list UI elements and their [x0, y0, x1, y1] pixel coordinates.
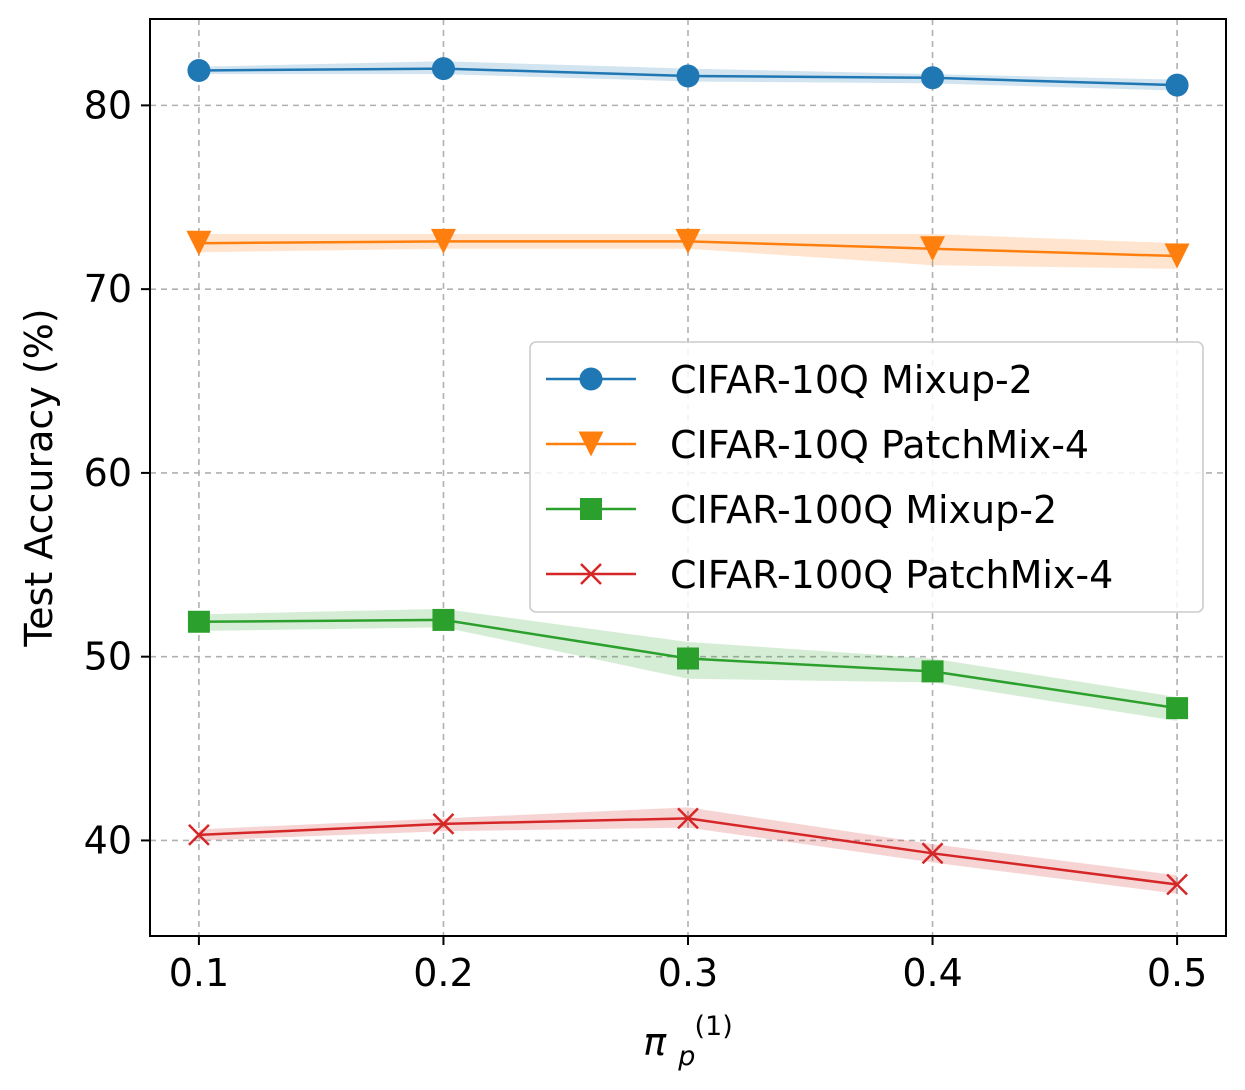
- x-tick-label: 0.2: [413, 951, 473, 995]
- data-point-series-1: [1165, 73, 1189, 97]
- y-axis-label: Test Accuracy (%): [17, 308, 61, 647]
- data-point-series-2: [186, 230, 212, 256]
- x-axis-label-symbol: π: [643, 1020, 667, 1064]
- data-point-series-3: [187, 610, 210, 633]
- data-point-series-4: [432, 813, 455, 835]
- grid-layer: [150, 19, 1226, 936]
- x-axis-label-subscript: p: [677, 1041, 695, 1072]
- confidence-band-series-4: [198, 807, 1178, 894]
- legend-label-3: CIFAR-100Q Mixup-2: [670, 488, 1057, 532]
- x-axis-label: π p (1): [643, 1011, 732, 1074]
- data-point-series-2: [430, 228, 456, 254]
- data-point-series-1: [921, 66, 945, 90]
- x-axis-ticks: 0.1 0.2 0.3 0.4 0.5: [169, 936, 1207, 995]
- data-point-series-2: [675, 228, 701, 254]
- legend-label-1: CIFAR-10Q Mixup-2: [670, 358, 1033, 402]
- x-axis-label-superscript: (1): [694, 1011, 732, 1042]
- y-tick-label: 40: [84, 818, 132, 862]
- legend-label-2: CIFAR-10Q PatchMix-4: [670, 423, 1089, 467]
- data-point-series-1: [676, 64, 700, 88]
- legend-marker-1: [579, 367, 603, 391]
- x-tick-label: 0.3: [658, 951, 718, 995]
- data-point-series-2: [1164, 243, 1190, 269]
- legend: CIFAR-10Q Mixup-2 CIFAR-10Q PatchMix-4 CIF…: [529, 341, 1204, 613]
- y-axis-ticks: 40 50 60 70 80: [84, 83, 150, 862]
- legend-marker-3: [580, 498, 602, 520]
- y-tick-label: 80: [84, 83, 132, 127]
- legend-box: [529, 341, 1204, 613]
- data-point-series-1: [431, 57, 455, 81]
- y-tick-label: 60: [84, 451, 132, 495]
- data-point-series-3: [1166, 697, 1189, 720]
- data-point-series-4: [188, 824, 210, 846]
- legend-marker-2: [578, 431, 604, 457]
- x-tick-label: 0.1: [169, 951, 229, 995]
- data-point-series-3: [677, 647, 699, 670]
- data-point-series-2: [920, 236, 946, 262]
- series-markers: [186, 57, 1190, 896]
- data-point-series-3: [432, 608, 455, 631]
- data-point-series-4: [1166, 873, 1188, 896]
- data-point-series-4: [677, 807, 699, 830]
- data-point-series-3: [921, 660, 944, 683]
- data-point-series-4: [921, 842, 944, 865]
- x-tick-label: 0.5: [1147, 951, 1207, 995]
- legend-marker-4: [580, 563, 602, 585]
- x-tick-label: 0.4: [902, 951, 962, 995]
- y-tick-label: 50: [84, 635, 132, 679]
- data-point-series-1: [187, 58, 211, 82]
- y-tick-label: 70: [84, 267, 132, 311]
- legend-label-4: CIFAR-100Q PatchMix-4: [670, 553, 1113, 597]
